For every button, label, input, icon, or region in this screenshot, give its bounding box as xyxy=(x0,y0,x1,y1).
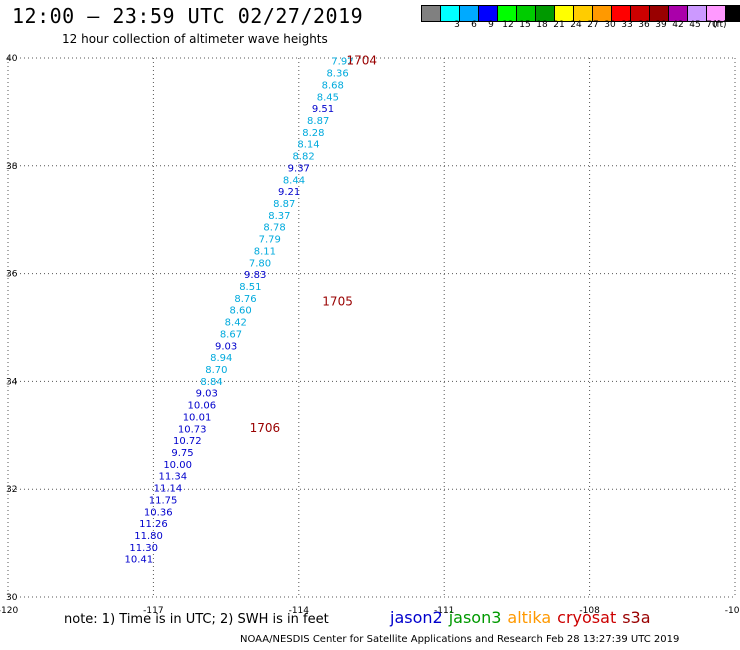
x-tick-label: -111 xyxy=(434,606,454,616)
wave-height-value: 10.06 xyxy=(188,401,217,412)
chart-title: 12:00 – 23:59 UTC 02/27/2019 xyxy=(12,4,364,28)
legend-label: 30 xyxy=(604,20,616,30)
wave-height-value: 8.37 xyxy=(268,211,290,222)
x-tick-label: -114 xyxy=(289,606,310,616)
wave-height-value: 9.75 xyxy=(171,448,193,459)
wave-height-value: 10.41 xyxy=(125,555,154,566)
y-tick-label: 38 xyxy=(6,162,18,172)
wave-height-value: 8.84 xyxy=(200,377,222,388)
wave-height-value: 9.83 xyxy=(244,270,266,281)
wave-height-value: 10.36 xyxy=(144,507,173,518)
wave-height-value: 8.94 xyxy=(210,353,232,364)
wave-height-value: 11.30 xyxy=(129,543,158,554)
legend-label: 39 xyxy=(655,20,667,30)
wave-height-value: 8.67 xyxy=(220,329,242,340)
footer-credit: NOAA/NESDIS Center for Satellite Applica… xyxy=(240,634,680,645)
satellite-name: cryosat xyxy=(557,608,617,627)
legend-label: 9 xyxy=(488,20,494,30)
legend-label: 12 xyxy=(502,20,514,30)
x-tick-label: -105 xyxy=(725,606,740,616)
wave-height-value: 10.72 xyxy=(173,436,202,447)
satellite-name: jason3 xyxy=(448,608,502,627)
legend-label: 36 xyxy=(638,20,650,30)
wave-height-value: 11.26 xyxy=(139,519,168,530)
legend-label: 18 xyxy=(536,20,548,30)
legend-label: 15 xyxy=(519,20,531,30)
wave-height-value: 8.44 xyxy=(283,175,305,186)
wave-height-value: 8.70 xyxy=(205,365,227,376)
wave-height-value: 11.34 xyxy=(158,472,187,483)
axis-tick-labels: -120 -117 -114 -111 -108 -105 30 32 34 36 38 40 xyxy=(0,54,740,616)
legend-label: 33 xyxy=(621,20,633,30)
legend-label: 70 xyxy=(706,20,718,30)
wave-height-value: 11.80 xyxy=(134,531,163,542)
wave-height-value: 8.45 xyxy=(317,92,339,103)
satellite-legend: jason2 jason3 altika cryosat s3a xyxy=(390,608,657,627)
legend-label: 27 xyxy=(587,20,599,30)
legend-label: 3 xyxy=(454,20,460,30)
wave-height-value: 8.78 xyxy=(263,223,285,234)
wave-height-value: 9.51 xyxy=(312,104,334,115)
wave-height-value: 8.87 xyxy=(307,116,329,127)
wave-height-value: 10.73 xyxy=(178,424,207,435)
wave-height-value: 7.80 xyxy=(249,258,271,269)
y-tick-label: 36 xyxy=(6,270,18,280)
satellite-name: s3a xyxy=(622,608,651,627)
satellite-name: altika xyxy=(507,608,552,627)
wave-height-value: 11.75 xyxy=(149,495,178,506)
legend-unit: (ft) xyxy=(713,20,727,30)
y-tick-label: 40 xyxy=(6,54,18,64)
x-tick-label: -120 xyxy=(0,606,18,616)
wave-height-value: 8.76 xyxy=(234,294,256,305)
wave-height-value: 8.68 xyxy=(322,80,344,91)
time-label: 1704 xyxy=(347,54,378,68)
wave-height-value: 8.87 xyxy=(273,199,295,210)
grid-lines xyxy=(7,57,736,598)
legend-swatch xyxy=(725,5,740,22)
wave-height-value: 9.37 xyxy=(288,163,310,174)
wave-height-value: 8.51 xyxy=(239,282,261,293)
wave-height-value: 8.36 xyxy=(326,69,348,80)
x-tick-label: -117 xyxy=(143,606,163,616)
legend-label: 45 xyxy=(689,20,701,30)
legend-label: 24 xyxy=(570,20,582,30)
y-tick-label: 30 xyxy=(6,593,18,603)
x-tick-label: -108 xyxy=(579,606,600,616)
wave-height-value: 8.82 xyxy=(293,152,315,163)
wave-height-value: 10.01 xyxy=(183,412,212,423)
legend-label: 21 xyxy=(553,20,565,30)
wave-height-value: 8.28 xyxy=(302,128,324,139)
wave-height-value: 8.14 xyxy=(297,140,319,151)
wave-height-value: 7.92 xyxy=(331,57,353,68)
wave-height-value: 10.00 xyxy=(163,460,192,471)
wave-height-value: 9.03 xyxy=(196,389,218,400)
time-labels: 1704 1705 1706 xyxy=(250,54,377,436)
y-tick-label: 34 xyxy=(6,377,18,387)
wave-height-value: 8.11 xyxy=(254,246,276,257)
chart-subtitle: 12 hour collection of altimeter wave hei… xyxy=(62,32,328,46)
satellite-name: jason2 xyxy=(390,608,443,627)
color-scale-legend xyxy=(421,5,740,22)
y-tick-label: 32 xyxy=(6,485,17,495)
wave-height-value: 9.03 xyxy=(215,341,237,352)
legend-label: 42 xyxy=(672,20,684,30)
legend-label: 6 xyxy=(471,20,477,30)
wave-height-value: 8.42 xyxy=(225,318,247,329)
time-label: 1705 xyxy=(322,295,353,309)
wave-height-value: 8.60 xyxy=(230,306,252,317)
footer-note: note: 1) Time is in UTC; 2) SWH is in fe… xyxy=(64,612,329,627)
wave-height-value: 7.79 xyxy=(259,235,281,246)
wave-height-value: 11.14 xyxy=(154,484,183,495)
time-label: 1706 xyxy=(250,421,281,435)
wave-height-value: 9.21 xyxy=(278,187,300,198)
wave-height-points: 7.928.368.688.459.518.878.288.148.829.37… xyxy=(125,57,354,566)
